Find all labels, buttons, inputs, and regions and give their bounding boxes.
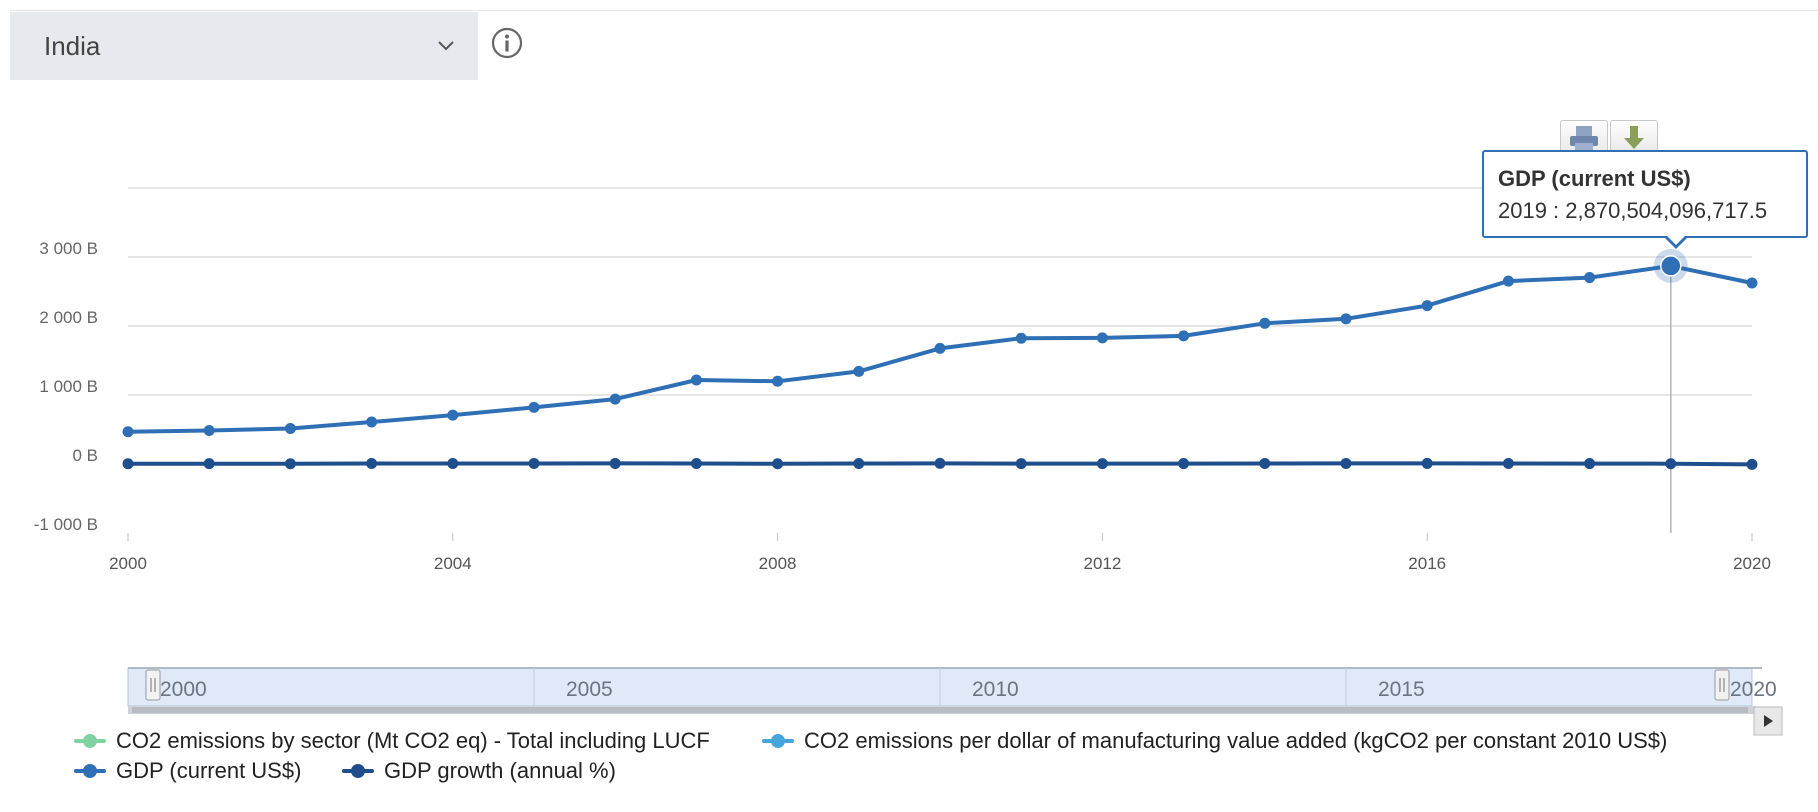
legend-label: CO2 emissions by sector (Mt CO2 eq) - To… xyxy=(116,728,710,753)
data-point xyxy=(1665,458,1677,470)
data-point xyxy=(772,375,784,387)
data-point xyxy=(447,409,459,421)
data-point xyxy=(122,426,134,438)
legend-item-gdp-growth[interactable]: GDP growth (annual %) xyxy=(342,758,616,784)
navigator-scrollbar-thumb xyxy=(132,707,1748,713)
x-tick-label: 2016 xyxy=(1408,554,1446,573)
data-point xyxy=(122,458,134,470)
legend-symbol xyxy=(762,734,794,748)
legend-label: GDP (current US$) xyxy=(116,758,302,783)
country-select[interactable]: India xyxy=(10,12,478,80)
data-point xyxy=(284,422,296,434)
data-point xyxy=(366,416,378,428)
x-tick-label: 2008 xyxy=(759,554,797,573)
data-point xyxy=(284,458,296,470)
data-point xyxy=(934,342,946,354)
data-point xyxy=(1746,277,1758,289)
navigator-label: 2005 xyxy=(566,678,613,701)
data-point xyxy=(1259,317,1271,329)
print-icon xyxy=(1570,126,1598,151)
data-point xyxy=(1015,458,1027,470)
data-point xyxy=(366,457,378,469)
data-point xyxy=(609,393,621,405)
data-point xyxy=(1096,458,1108,470)
legend-item-co2-manufacturing[interactable]: CO2 emissions per dollar of manufacturin… xyxy=(762,728,1667,754)
data-point xyxy=(1259,457,1271,469)
data-point xyxy=(1178,458,1190,470)
data-point xyxy=(203,458,215,470)
x-tick-label: 2004 xyxy=(434,554,472,573)
y-tick-label: -1 000 B xyxy=(34,515,98,534)
data-point xyxy=(528,401,540,413)
data-point xyxy=(1502,275,1514,287)
legend-label: CO2 emissions per dollar of manufacturin… xyxy=(804,728,1668,753)
data-point xyxy=(1746,458,1758,470)
y-tick-label: 2 000 B xyxy=(39,308,98,327)
chevron-down-icon xyxy=(438,41,454,51)
navigator-label: 2020 xyxy=(1730,678,1777,701)
data-point xyxy=(690,457,702,469)
arrow-right-icon xyxy=(1764,715,1773,727)
data-point xyxy=(609,457,621,469)
tooltip-value: 2019 : 2,870,504,096,717.5 xyxy=(1498,198,1768,223)
data-point xyxy=(447,457,459,469)
data-point xyxy=(1340,457,1352,469)
data-point xyxy=(1096,332,1108,344)
navigator-handle[interactable] xyxy=(145,669,161,701)
data-point xyxy=(1340,313,1352,325)
data-point xyxy=(853,365,865,377)
data-point-highlighted xyxy=(1660,255,1682,277)
x-tick-label: 2012 xyxy=(1083,554,1121,573)
data-point xyxy=(1178,330,1190,342)
info-icon[interactable] xyxy=(490,26,524,60)
data-point xyxy=(690,374,702,386)
data-point xyxy=(1421,300,1433,312)
data-point xyxy=(1502,458,1514,470)
legend-label: GDP growth (annual %) xyxy=(384,758,616,783)
legend-item-gdp[interactable]: GDP (current US$) xyxy=(74,758,301,784)
y-tick-label: 3 000 B xyxy=(39,239,98,258)
download-icon xyxy=(1624,126,1644,149)
legend-item-co2-sector[interactable]: CO2 emissions by sector (Mt CO2 eq) - To… xyxy=(74,728,710,754)
tooltip-arrow-inner xyxy=(1666,235,1686,245)
navigator-handle[interactable] xyxy=(1714,669,1730,701)
navigator-label: 2010 xyxy=(972,678,1019,701)
data-point xyxy=(1584,272,1596,284)
y-tick-label: 1 000 B xyxy=(39,377,98,396)
top-divider xyxy=(10,10,1818,11)
navigator-label: 2000 xyxy=(160,678,207,701)
data-point xyxy=(853,457,865,469)
x-tick-label: 2020 xyxy=(1733,554,1771,573)
x-tick-label: 2000 xyxy=(109,554,147,573)
data-point xyxy=(528,457,540,469)
navigator-label: 2015 xyxy=(1378,678,1425,701)
country-select-value: India xyxy=(44,30,101,61)
chart-tooltip: GDP (current US$) 2019 : 2,870,504,096,7… xyxy=(1482,150,1808,249)
tooltip-title: GDP (current US$) xyxy=(1498,166,1691,191)
legend-symbol xyxy=(342,764,374,778)
legend-symbol xyxy=(74,734,106,748)
legend-symbol xyxy=(74,764,106,778)
data-point xyxy=(934,457,946,469)
data-point xyxy=(1015,332,1027,344)
data-point xyxy=(1584,458,1596,470)
data-point xyxy=(772,458,784,470)
y-tick-label: 0 B xyxy=(72,446,98,465)
data-point xyxy=(203,425,215,437)
data-point xyxy=(1421,457,1433,469)
